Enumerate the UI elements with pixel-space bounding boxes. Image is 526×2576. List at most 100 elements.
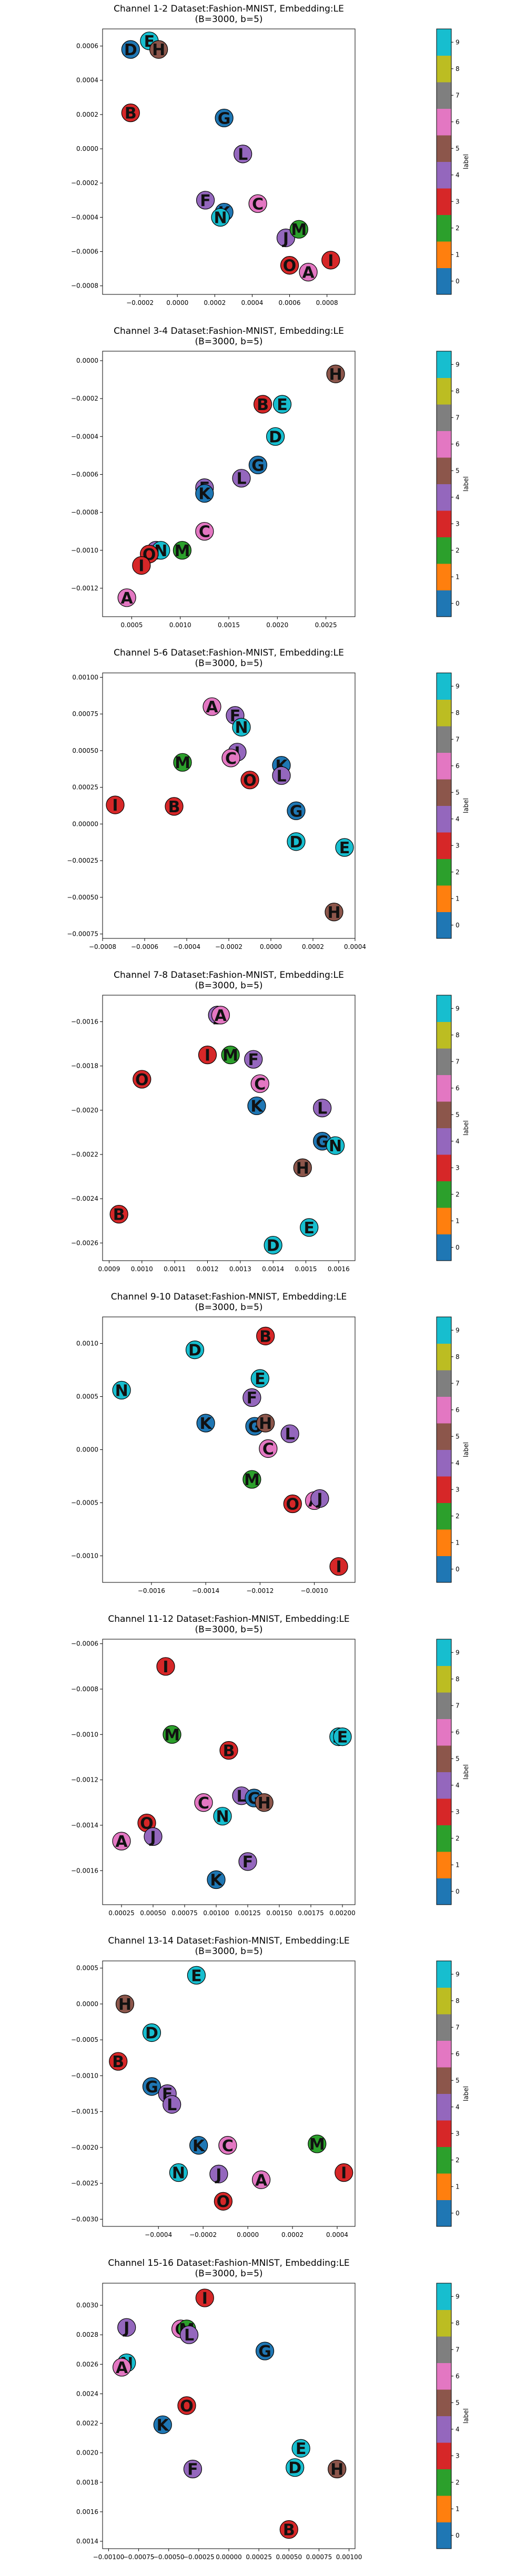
colorbar-swatch (437, 1556, 451, 1583)
point-marker (117, 2318, 136, 2337)
colorbar-swatch (437, 135, 451, 162)
point-label: M (309, 2135, 325, 2154)
y-tick-label: −0.0020 (71, 1106, 98, 1113)
data-point-E: E (272, 394, 292, 414)
x-tick-label: 0.0000 (166, 299, 188, 306)
point-marker (153, 2415, 172, 2434)
point-marker (195, 522, 214, 540)
colorbar-swatch (437, 510, 451, 537)
point-marker (214, 2192, 232, 2211)
point-marker (121, 104, 140, 122)
x-tick-label: 0.0000 (260, 943, 282, 950)
y-tick-label: −0.0015 (71, 2108, 98, 2115)
point-marker (232, 718, 251, 737)
data-point-H: H (325, 903, 343, 922)
colorbar-swatch (437, 563, 451, 590)
point-marker (259, 1439, 278, 1458)
point-label: K (250, 1097, 264, 1116)
y-tick-label: −0.0004 (71, 213, 98, 221)
data-point-J: J (310, 1489, 329, 1508)
colorbar-swatch (437, 2309, 451, 2336)
point-marker (187, 1966, 206, 1985)
point-marker (177, 2396, 196, 2415)
colorbar-swatch (437, 1101, 451, 1128)
point-marker (203, 697, 221, 716)
point-label: F (187, 2460, 198, 2479)
point-label: I (138, 557, 144, 575)
colorbar-tick-label: 5 (456, 2077, 460, 2084)
data-point-A: A (251, 2170, 271, 2190)
y-tick-label: −0.0016 (71, 1018, 98, 1025)
y-tick-label: 0.0026 (76, 2360, 98, 2368)
x-tick-label: 0.0015 (218, 621, 240, 629)
colorbar-swatch (437, 2389, 451, 2416)
point-marker (215, 108, 234, 128)
x-tick-label: 0.0013 (229, 1265, 251, 1273)
y-tick-label: −0.0006 (71, 471, 98, 478)
point-label: A (121, 589, 134, 607)
point-marker (142, 2077, 161, 2096)
x-tick-label: 0.00100 (203, 1909, 229, 1917)
scatter-chart-8: Channel 15-16 Dataset:Fashion-MNIST, Emb… (76, 2258, 470, 2561)
y-tick-label: 0.0022 (76, 2419, 98, 2427)
colorbar-tick-label: 8 (456, 1997, 460, 2005)
data-point-D: D (287, 832, 306, 852)
y-tick-label: −0.0005 (71, 2036, 98, 2043)
colorbar-swatch (437, 1396, 451, 1424)
point-marker (165, 797, 184, 816)
data-point-A: A (203, 697, 221, 717)
colorbar-swatch (437, 214, 451, 242)
colorbar-swatch (437, 995, 451, 1022)
colorbar-tick-label: 9 (456, 1649, 460, 1656)
colorbar-tick-label: 2 (456, 1834, 460, 1842)
x-tick-label: 0.0000 (237, 2231, 259, 2238)
data-point-G: G (142, 2077, 161, 2097)
x-tick-label: 0.00175 (298, 1909, 324, 1917)
point-label: B (259, 1327, 271, 1346)
colorbar-swatch (437, 590, 451, 617)
y-tick-label: 0.0002 (76, 111, 98, 118)
colorbar-frame (436, 28, 452, 295)
point-label: D (124, 41, 137, 59)
colorbar-swatch (437, 2067, 451, 2094)
point-marker (289, 220, 308, 239)
point-label: H (296, 1159, 309, 1178)
point-marker (112, 1832, 131, 1851)
point-marker (209, 2164, 228, 2183)
point-label: B (257, 396, 269, 414)
colorbar-tick-label: 9 (456, 1970, 460, 1978)
y-tick-label: −0.0008 (71, 282, 98, 290)
colorbar-tick-label: 4 (456, 2103, 460, 2111)
colorbar-tick-label: 0 (456, 599, 460, 607)
y-tick-label: 0.0028 (76, 2331, 98, 2338)
point-marker (255, 1793, 274, 1812)
data-point-I: I (321, 251, 340, 270)
colorbar-swatch (437, 1502, 451, 1530)
data-point-I: I (106, 795, 125, 815)
colorbar-tick-label: 8 (456, 1031, 460, 1038)
point-marker (132, 556, 151, 575)
colorbar-swatch (437, 832, 451, 859)
point-marker (238, 1852, 257, 1871)
colorbar-swatch (437, 1207, 451, 1234)
point-marker (240, 771, 259, 790)
point-label: K (200, 1415, 213, 1433)
colorbar-swatch (437, 1048, 451, 1075)
data-point-I: I (335, 2163, 353, 2183)
colorbar-swatch (437, 1692, 451, 1719)
point-marker (242, 1388, 261, 1407)
colorbar-tick-label: 0 (456, 2210, 460, 2217)
point-label: O (286, 1496, 300, 1514)
data-point-H: H (328, 2459, 347, 2479)
point-label: E (255, 1370, 266, 1388)
colorbar-tick-label: 9 (456, 361, 460, 368)
colorbar-tick-label: 5 (456, 789, 460, 796)
colorbar-tick-label: 7 (456, 91, 460, 99)
point-marker (234, 145, 252, 163)
point-label: F (200, 192, 211, 210)
colorbar-tick-label: 9 (456, 1326, 460, 1334)
point-marker (255, 2341, 275, 2360)
colorbar-tick-label: 0 (456, 1566, 460, 1573)
colorbar-tick-label: 4 (456, 1459, 460, 1467)
y-tick-label: −0.0014 (71, 1821, 98, 1828)
